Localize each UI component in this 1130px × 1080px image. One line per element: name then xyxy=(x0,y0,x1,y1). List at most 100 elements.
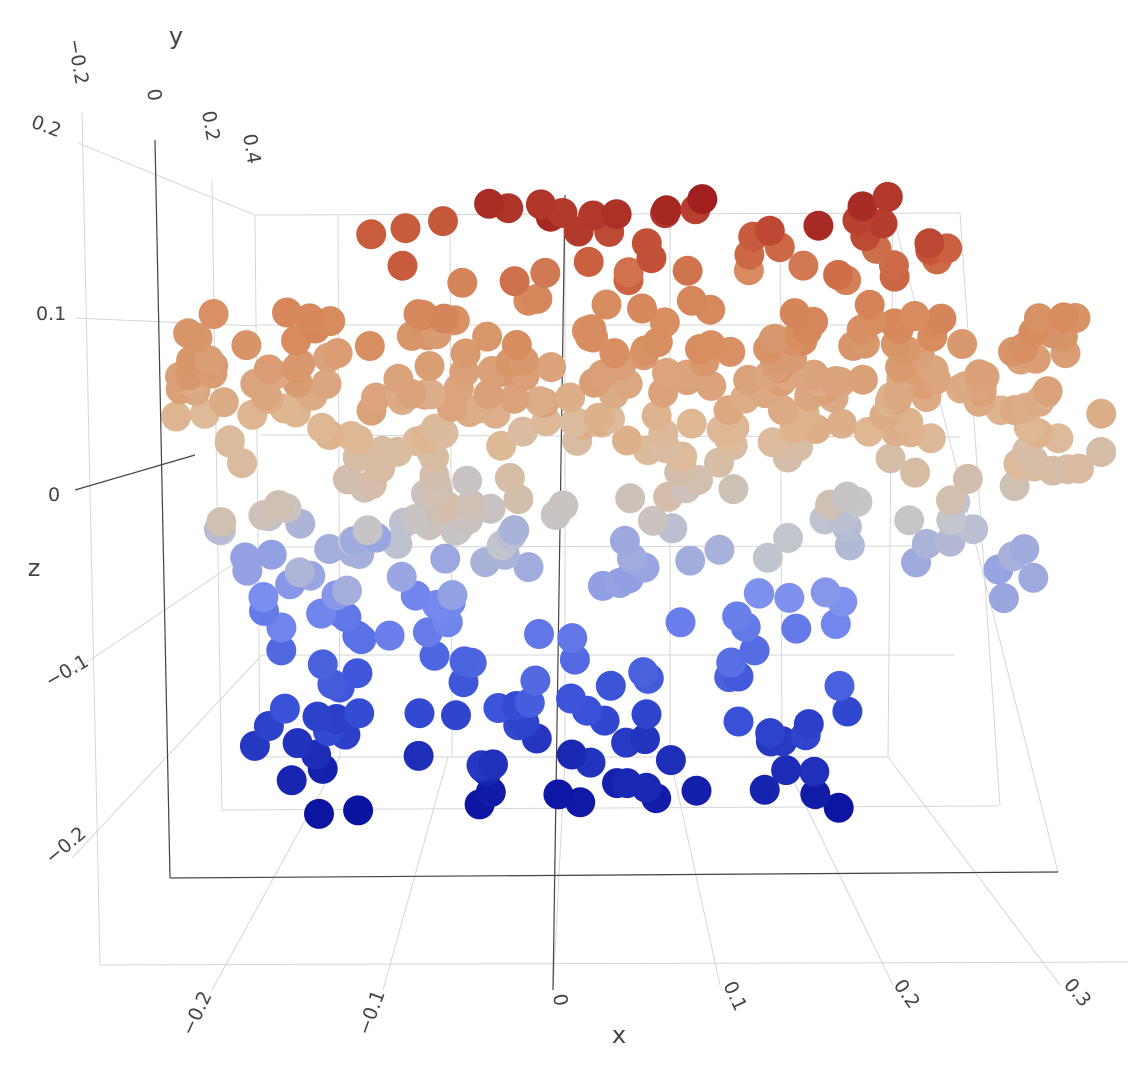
data-point xyxy=(556,739,587,770)
zero-line xyxy=(169,871,1059,879)
y-tick-label: 0.4 xyxy=(238,132,265,166)
data-point xyxy=(256,539,287,570)
data-point xyxy=(486,430,517,461)
data-point xyxy=(356,219,387,250)
data-point xyxy=(601,199,632,230)
data-point xyxy=(276,765,307,796)
data-point xyxy=(599,338,630,369)
x-tick-label: 0 xyxy=(548,992,572,1008)
data-point xyxy=(754,215,785,246)
data-point xyxy=(414,351,445,381)
data-point xyxy=(248,582,279,612)
data-point xyxy=(752,542,783,573)
data-point xyxy=(799,756,830,787)
data-point xyxy=(548,490,579,521)
data-point xyxy=(576,314,607,345)
data-point xyxy=(609,525,640,556)
data-point xyxy=(520,665,551,696)
data-point xyxy=(272,297,302,328)
data-point xyxy=(430,543,461,574)
data-point xyxy=(573,246,604,277)
data-point xyxy=(206,507,237,538)
data-point xyxy=(872,181,903,212)
data-point xyxy=(935,526,966,557)
data-point xyxy=(936,485,966,516)
data-point xyxy=(627,293,657,324)
data-point xyxy=(926,303,957,334)
data-point xyxy=(854,289,885,320)
data-point xyxy=(524,619,554,649)
data-point xyxy=(456,489,487,520)
data-point xyxy=(173,318,204,349)
data-point xyxy=(911,528,942,559)
data-point xyxy=(428,206,458,237)
data-point xyxy=(773,523,803,553)
data-point xyxy=(474,188,505,219)
data-point xyxy=(499,266,530,297)
data-point xyxy=(559,407,590,438)
y-tick-label: 0.2 xyxy=(197,109,224,143)
data-point xyxy=(696,370,727,401)
data-point xyxy=(779,298,810,329)
x-tick-label: 0.3 xyxy=(1059,974,1095,1011)
data-point xyxy=(749,774,780,805)
data-point xyxy=(823,792,854,823)
data-point xyxy=(452,465,483,496)
data-point xyxy=(214,425,245,456)
grid-line xyxy=(77,142,256,216)
grid-line xyxy=(669,756,721,986)
data-point xyxy=(675,545,706,576)
data-point xyxy=(302,701,333,732)
data-point xyxy=(437,580,468,611)
data-point xyxy=(893,407,924,438)
data-point xyxy=(386,561,417,592)
data-point xyxy=(161,401,192,432)
grid-line xyxy=(382,756,449,991)
data-point xyxy=(193,345,224,376)
data-point xyxy=(403,299,434,330)
data-point xyxy=(803,210,834,241)
grid-line xyxy=(221,805,999,811)
data-point xyxy=(832,696,863,727)
data-point xyxy=(743,578,774,609)
data-point xyxy=(473,379,504,410)
data-point xyxy=(263,490,294,521)
data-point xyxy=(739,635,770,666)
data-point xyxy=(307,412,338,443)
data-point xyxy=(383,363,414,394)
data-point xyxy=(1009,534,1040,565)
y-axis-title: y xyxy=(169,22,183,50)
z-tick-label: 0.2 xyxy=(28,111,64,142)
data-point xyxy=(612,768,643,799)
data-point xyxy=(681,775,712,806)
data-point xyxy=(387,250,418,281)
data-point xyxy=(687,184,718,215)
data-point xyxy=(899,301,930,331)
data-point xyxy=(638,505,668,536)
data-point xyxy=(722,601,753,632)
data-point xyxy=(390,213,421,244)
grid-line xyxy=(211,756,341,991)
data-point xyxy=(595,670,626,701)
data-point xyxy=(400,503,431,534)
data-point xyxy=(253,354,284,385)
grid-line xyxy=(211,179,223,811)
data-point xyxy=(314,534,345,564)
data-point xyxy=(578,200,609,231)
y-tick-label: 0 xyxy=(142,87,166,103)
data-point xyxy=(269,693,300,724)
x-tick-label: −0.1 xyxy=(353,987,389,1038)
data-point xyxy=(988,583,1019,614)
data-point xyxy=(403,740,434,771)
data-point xyxy=(343,795,374,826)
data-point xyxy=(704,534,735,565)
data-point xyxy=(354,331,385,361)
x-tick-label: 0.1 xyxy=(718,978,751,1015)
data-point xyxy=(555,382,586,413)
data-point xyxy=(952,463,983,494)
data-point xyxy=(823,259,854,290)
grid-line xyxy=(81,111,101,966)
z-tick-label: −0.1 xyxy=(42,650,93,692)
data-point xyxy=(285,349,316,379)
